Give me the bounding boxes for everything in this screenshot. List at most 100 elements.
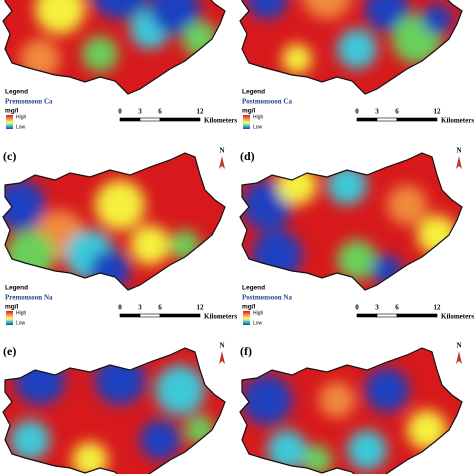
scale-bar <box>376 313 398 318</box>
scale-bar <box>356 313 378 318</box>
scale-tick: 6 <box>395 304 399 312</box>
legend-high: High <box>16 310 27 316</box>
north-arrow <box>456 156 462 169</box>
boundary <box>239 0 463 95</box>
scale-unit: Kilometers <box>441 313 474 321</box>
surface <box>240 348 462 474</box>
legend-swatch <box>6 115 13 129</box>
legend-low: Low <box>16 124 26 130</box>
surface-blob <box>267 430 307 470</box>
legend-high: High <box>253 310 264 316</box>
legend-high: High <box>16 114 27 120</box>
surface <box>3 153 225 290</box>
surface-blob <box>407 410 447 450</box>
scale-tick: 6 <box>158 108 162 116</box>
surface-blob <box>90 0 150 19</box>
scale-bar <box>159 313 201 318</box>
surface-blob <box>337 240 377 280</box>
scale-bar <box>139 117 161 122</box>
map-panel: (e) N <box>2 342 226 474</box>
surface-blob <box>417 215 457 255</box>
surface-blob <box>302 0 352 19</box>
surface-blob <box>422 4 452 34</box>
surface-blob <box>15 355 65 405</box>
surface-blob <box>247 0 287 19</box>
scale-tick: 12 <box>434 108 442 116</box>
surface-blob <box>155 365 205 415</box>
legend-title: Legend <box>242 285 265 292</box>
scale-bar <box>356 117 378 122</box>
surface-blob <box>150 0 200 34</box>
legend-name: Premonsoon Ca <box>5 98 53 106</box>
legend-swatch <box>243 115 250 129</box>
legend-low: Low <box>16 320 26 326</box>
legend-name: Postmonsoon Na <box>242 294 292 302</box>
scale-tick: 3 <box>138 108 142 116</box>
surface-blob <box>277 165 317 205</box>
surface-blob <box>20 39 60 79</box>
scale-tick: 0 <box>118 304 122 312</box>
surface-blob <box>302 445 332 474</box>
surface-blobs <box>242 368 447 474</box>
legend-swatch <box>243 311 250 325</box>
boundary <box>2 0 226 95</box>
legend-title: Legend <box>5 285 28 292</box>
scale-bar <box>396 313 438 318</box>
north-arrow <box>219 351 225 364</box>
scale-tick: 0 <box>118 108 122 116</box>
surface-blob <box>387 185 427 225</box>
surface-blob <box>5 230 55 280</box>
scale-unit: Kilometers <box>204 313 237 321</box>
surface-blob <box>140 420 180 460</box>
panel-label: (e) <box>3 344 16 358</box>
surface-blobs <box>247 0 452 74</box>
scale-bar <box>396 117 438 122</box>
boundary <box>239 347 463 474</box>
surface-blob <box>319 382 355 418</box>
legend-high: High <box>253 114 264 120</box>
surface-blob <box>170 230 200 260</box>
boundary <box>2 347 226 474</box>
legend-low: Low <box>253 124 263 130</box>
boundary <box>239 152 463 291</box>
north-label: N <box>219 147 224 155</box>
legend-unit: mg/l <box>242 304 256 311</box>
scale-tick: 12 <box>434 304 442 312</box>
surface-blob <box>35 0 85 34</box>
surface-blob <box>347 430 387 470</box>
scale-bar <box>119 117 141 122</box>
panel-label: (d) <box>240 149 255 163</box>
legend-unit: mg/l <box>242 108 256 115</box>
legend-unit: mg/l <box>5 304 19 311</box>
legend-low: Low <box>253 320 263 326</box>
panel-label: (f) <box>240 344 252 358</box>
legend-swatch <box>6 311 13 325</box>
scale-tick: 0 <box>355 304 359 312</box>
legend-unit: mg/l <box>5 108 19 115</box>
surface-blob <box>327 165 367 205</box>
scale-tick: 3 <box>375 108 379 116</box>
surface-blob <box>252 230 302 280</box>
scale-bar <box>159 117 201 122</box>
legend-title: Legend <box>242 89 265 96</box>
panel-label: (c) <box>3 149 16 163</box>
surface-blob <box>90 250 130 290</box>
scale-tick: 6 <box>158 304 162 312</box>
surface <box>240 153 462 290</box>
north-arrow <box>219 156 225 169</box>
scale-bar <box>139 313 161 318</box>
legend-name: Premonsoon Na <box>5 294 53 302</box>
scale-tick: 6 <box>395 108 399 116</box>
boundary <box>2 152 226 291</box>
surface <box>3 348 225 474</box>
map-panel: (f) N <box>239 342 463 474</box>
scale-tick: 3 <box>138 304 142 312</box>
surface-blob <box>337 29 377 69</box>
surface-blob <box>130 225 170 265</box>
legend-title: Legend <box>5 89 28 96</box>
surface-blob <box>82 36 118 72</box>
